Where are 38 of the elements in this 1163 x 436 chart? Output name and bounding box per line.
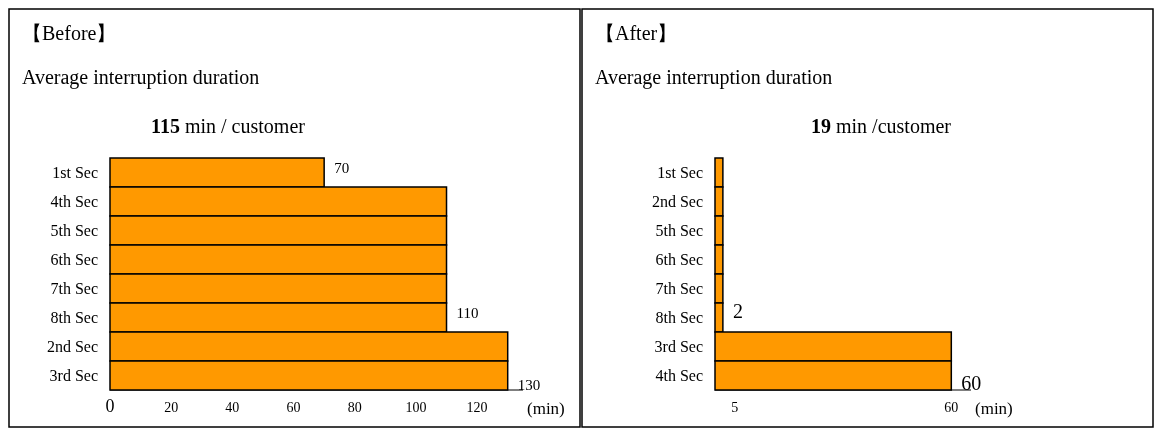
y-tick-label: 6th Sec: [655, 250, 703, 268]
x-tick-label: 60: [944, 400, 959, 415]
x-tick-label: 60: [286, 400, 301, 415]
y-tick-label: 1st Sec: [657, 163, 703, 181]
y-tick-label: 4th Sec: [655, 366, 703, 384]
text: 115 min / customer: [151, 115, 306, 137]
data-label: 2: [732, 299, 743, 322]
data-label: 110: [456, 304, 479, 321]
y-tick-label: 3rd Sec: [654, 337, 703, 355]
data-label: 60: [961, 371, 982, 394]
x-axis-title: (min): [975, 399, 1013, 418]
x-tick-label: 40: [225, 400, 240, 415]
x-tick-label: 0: [105, 396, 115, 416]
y-tick-label: 7th Sec: [655, 279, 703, 297]
data-label: 130: [517, 376, 541, 393]
y-tick-label: 1st Sec: [52, 163, 98, 181]
x-tick-label: 20: [164, 400, 179, 415]
y-tick-label: 5th Sec: [50, 221, 98, 239]
y-tick-label: 2nd Sec: [46, 337, 98, 355]
y-tick-label: 2nd Sec: [651, 192, 703, 210]
text: 19 min /customer: [811, 115, 952, 137]
y-tick-label: 8th Sec: [655, 308, 703, 326]
y-tick-label: 5th Sec: [655, 221, 703, 239]
chart-title: 【Before】: [22, 22, 117, 44]
x-tick-label: 100: [405, 400, 427, 415]
y-tick-label: 8th Sec: [50, 308, 98, 326]
chart-subtitle: Average interruption duration: [22, 66, 260, 89]
chart-title: 【After】: [595, 22, 678, 44]
y-tick-label: 6th Sec: [50, 250, 98, 268]
data-label: 70: [334, 159, 350, 176]
y-tick-label: 3rd Sec: [49, 366, 98, 384]
x-axis-title: (min): [527, 399, 565, 418]
y-tick-label: 4th Sec: [50, 192, 98, 210]
x-tick-label: 5: [731, 400, 739, 415]
x-tick-label: 80: [347, 400, 362, 415]
x-tick-label: 120: [466, 400, 488, 415]
y-tick-label: 7th Sec: [50, 279, 98, 297]
chart-subtitle: Average interruption duration: [595, 66, 833, 89]
